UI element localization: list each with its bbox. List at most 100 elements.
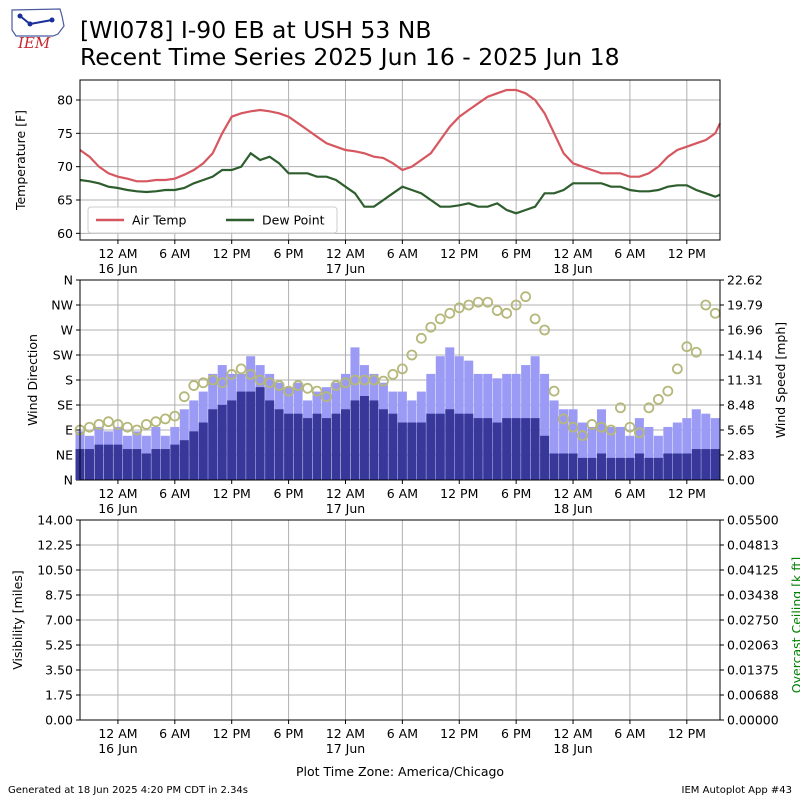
x-tick-label: 12 PM	[440, 246, 478, 261]
speed-bar	[236, 391, 246, 480]
speed-bar	[691, 449, 701, 480]
wind-dir-point	[700, 299, 712, 311]
vis-tick-label: 0.00	[45, 713, 73, 728]
gust-bar	[540, 373, 550, 480]
wind-dir-point	[197, 377, 209, 389]
wind-dir-point	[463, 299, 475, 311]
y2-axis-label: Overcast Ceiling [k ft]	[789, 557, 800, 693]
x-tick-label: 6 AM	[159, 246, 190, 261]
wind-dir-point	[425, 321, 437, 333]
speed-bar	[492, 422, 502, 480]
ceiling-tick-label: 0.04813	[727, 538, 779, 553]
speed-bar	[473, 418, 483, 480]
wind-dir-point	[131, 424, 143, 436]
gust-bar	[701, 413, 711, 480]
wind-dir-point	[671, 363, 683, 375]
wind-dir-point	[321, 391, 332, 403]
vis-tick-label: 1.75	[45, 688, 73, 703]
x-tick-label: 6 PM	[273, 726, 303, 741]
generated-note: Generated at 18 Jun 2025 4:20 PM CDT in …	[8, 785, 249, 796]
wind-dir-point	[378, 375, 389, 387]
wind-dir-point	[387, 369, 399, 380]
gust-bar	[691, 409, 701, 480]
gust-bar	[644, 426, 654, 480]
x-tick-label: 12 PM	[440, 726, 478, 741]
wind-dir-point	[634, 427, 645, 439]
wind-dir-point	[453, 302, 465, 314]
x-tick-label: 12 AM	[98, 726, 137, 741]
wind-dir-point	[93, 419, 105, 430]
speed-bar	[701, 449, 711, 480]
x-tick-label: 12 AM	[553, 726, 592, 741]
wind-dir-point	[311, 385, 323, 397]
wind-dir-point	[235, 363, 247, 375]
x-tick-label: 12 PM	[213, 726, 251, 741]
chart-title: [WI078] I-90 EB at USH 53 NB	[80, 16, 432, 44]
speed-bar	[151, 449, 161, 480]
x-tick-label: 6 PM	[273, 246, 303, 261]
speed-bar	[340, 409, 350, 480]
x-tick-label: 12 AM	[326, 726, 365, 741]
speed-bar	[132, 449, 142, 480]
speed-bar	[672, 453, 682, 480]
y-tick-label: 80	[57, 93, 73, 108]
wind-dir-point	[396, 363, 408, 375]
x-tick-label: 6 AM	[614, 726, 645, 741]
wind-dir-point	[586, 419, 598, 430]
vis-tick-label: 14.00	[37, 513, 73, 528]
wind-dir-point	[596, 421, 607, 433]
dir-tick-label: S	[65, 373, 73, 388]
speed-bar	[217, 404, 227, 480]
wind-dir-point	[615, 402, 626, 414]
ceiling-tick-label: 0.04125	[727, 563, 779, 578]
speed-bar	[483, 418, 493, 480]
speed-bar	[549, 453, 559, 480]
x-tick-label: 12 AM	[98, 486, 137, 501]
dir-tick-label: NW	[51, 298, 73, 313]
speed-bar	[653, 457, 663, 480]
wind-dir-point	[491, 305, 503, 316]
x-date-label: 17 Jun	[326, 741, 365, 756]
gust-bar	[682, 418, 692, 480]
speed-bar	[540, 435, 550, 480]
speed-bar	[426, 413, 436, 480]
speed-bar	[502, 418, 512, 480]
speed-tick-label: 14.14	[727, 348, 763, 363]
x-tick-label: 12 PM	[213, 486, 251, 501]
x-tick-label: 12 AM	[98, 246, 137, 261]
speed-tick-label: 19.79	[727, 298, 763, 313]
speed-bar	[189, 431, 199, 480]
y-tick-label: 65	[57, 193, 73, 208]
speed-bar	[322, 418, 332, 480]
wind-dir-point	[245, 369, 257, 380]
gust-bar	[578, 422, 588, 480]
wind-dir-point	[226, 369, 238, 380]
speed-bar	[596, 453, 606, 480]
x-date-label: 18 Jun	[553, 261, 592, 276]
wind-dir-point	[434, 313, 446, 325]
y-axis-label: Temperature [F]	[13, 110, 28, 211]
vis-tick-label: 3.50	[45, 663, 73, 678]
vis-tick-label: 12.25	[37, 538, 73, 553]
x-tick-label: 12 PM	[668, 726, 706, 741]
speed-bar	[644, 457, 654, 480]
ceiling-tick-label: 0.03438	[727, 588, 779, 603]
speed-bar	[113, 444, 123, 480]
wind-dir-point	[652, 394, 664, 405]
wind-dir-point	[207, 374, 219, 386]
wind-dir-point	[216, 377, 228, 389]
x-tick-label: 12 PM	[668, 486, 706, 501]
speed-bar	[464, 413, 474, 480]
wind-dir-point	[340, 377, 351, 389]
speed-bar	[407, 422, 417, 480]
speed-bar	[179, 440, 189, 480]
y-tick-label: 70	[57, 159, 73, 174]
gust-bar	[530, 356, 540, 480]
series-line-air-temp	[79, 88, 721, 183]
series-line-dew-point	[79, 151, 721, 215]
dir-tick-label: N	[64, 473, 73, 488]
wind-dir-point	[84, 421, 95, 433]
speed-tick-label: 16.96	[727, 323, 763, 338]
gust-bar	[615, 426, 625, 480]
